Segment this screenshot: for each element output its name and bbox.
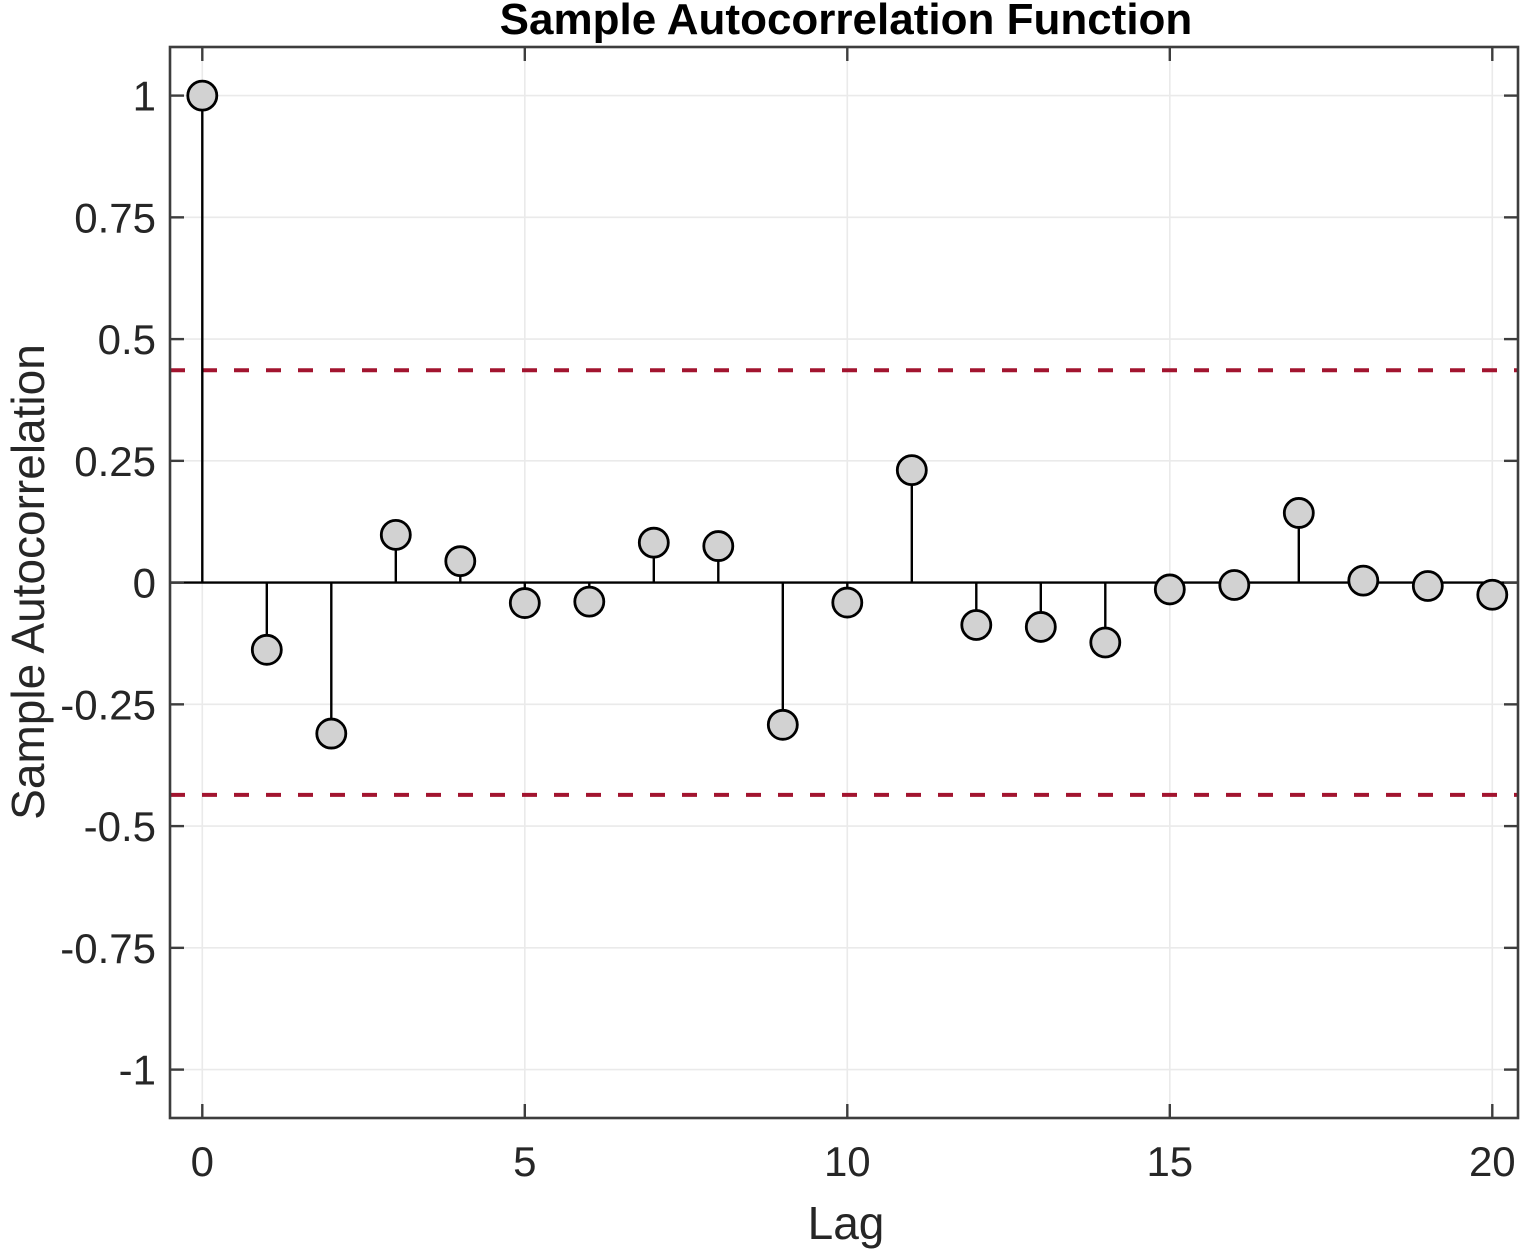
stem-markers-layer bbox=[186, 79, 1509, 750]
y-tick-label--1: -1 bbox=[119, 1047, 156, 1094]
y-tick-label-0.5: 0.5 bbox=[98, 316, 156, 363]
marker-lag-2 bbox=[315, 717, 348, 750]
confidence-bounds-layer bbox=[170, 368, 1518, 797]
marker-lag-11 bbox=[895, 454, 928, 487]
marker-lag-7 bbox=[637, 526, 670, 559]
y-tick-label--0.75: -0.75 bbox=[60, 925, 156, 972]
x-tick-label-5: 5 bbox=[513, 1138, 536, 1185]
marker-lag-10 bbox=[831, 586, 864, 619]
marker-lag-16 bbox=[1218, 569, 1251, 601]
y-tick-label-1: 1 bbox=[133, 73, 156, 120]
y-tick-labels-layer: 1 0.75 0.5 0.25 0 -0.25 -0.5 -0.75 -1 bbox=[60, 73, 156, 1094]
y-tick-label--0.25: -0.25 bbox=[60, 681, 156, 728]
x-axis-label: Lag bbox=[808, 1197, 885, 1249]
marker-lag-6 bbox=[573, 585, 606, 618]
marker-lag-18 bbox=[1347, 564, 1380, 597]
x-tick-labels-layer: 0 5 10 15 20 bbox=[191, 1138, 1516, 1185]
y-axis-label: Sample Autocorrelation bbox=[2, 344, 54, 820]
marker-lag-1 bbox=[250, 633, 283, 666]
y-tick-label-0: 0 bbox=[133, 560, 156, 607]
marker-lag-12 bbox=[960, 609, 993, 641]
marker-lag-15 bbox=[1153, 573, 1186, 606]
marker-lag-14 bbox=[1089, 626, 1122, 659]
y-tick-label-0.25: 0.25 bbox=[74, 438, 156, 485]
marker-lag-4 bbox=[444, 545, 477, 578]
y-tick-label-0.75: 0.75 bbox=[74, 194, 156, 241]
marker-lag-20 bbox=[1476, 578, 1509, 611]
x-tick-label-15: 15 bbox=[1146, 1138, 1193, 1185]
marker-lag-0 bbox=[186, 79, 219, 112]
marker-lag-17 bbox=[1282, 497, 1315, 529]
tick-marks-layer bbox=[170, 47, 1518, 1118]
x-tick-label-10: 10 bbox=[824, 1138, 871, 1185]
marker-lag-5 bbox=[508, 587, 541, 619]
marker-lag-13 bbox=[1024, 611, 1057, 643]
x-tick-label-0: 0 bbox=[191, 1138, 214, 1185]
marker-lag-19 bbox=[1411, 570, 1444, 602]
x-tick-label-20: 20 bbox=[1469, 1138, 1516, 1185]
marker-lag-3 bbox=[379, 518, 412, 551]
marker-lag-8 bbox=[702, 530, 735, 562]
y-tick-label--0.5: -0.5 bbox=[84, 803, 156, 850]
chart-title: Sample Autocorrelation Function bbox=[500, 0, 1193, 44]
marker-lag-9 bbox=[766, 708, 799, 741]
